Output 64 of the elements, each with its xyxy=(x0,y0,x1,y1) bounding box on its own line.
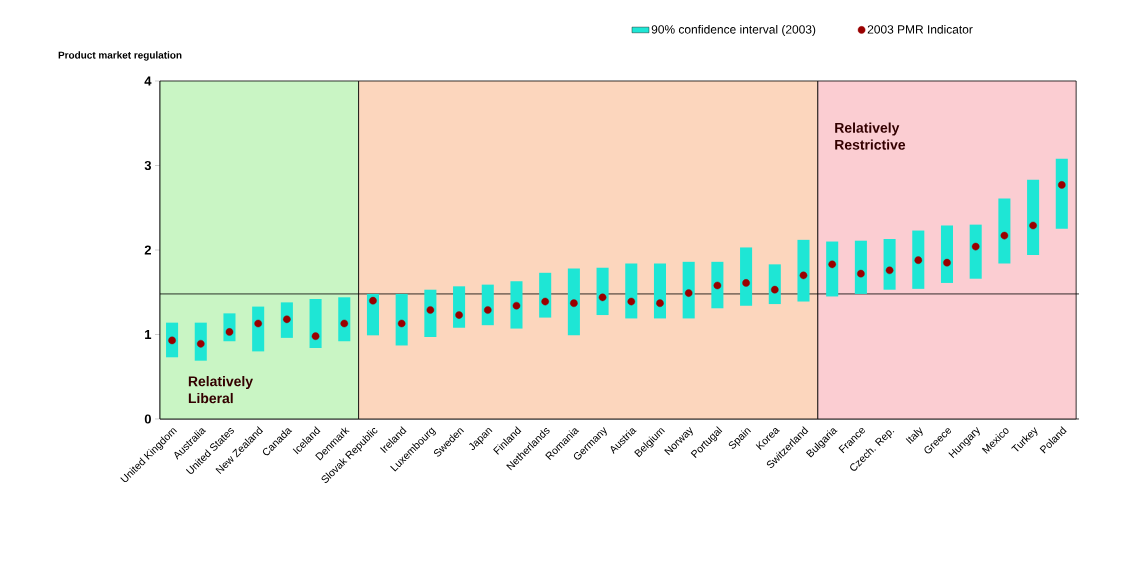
point xyxy=(225,328,234,336)
point xyxy=(742,279,750,287)
point xyxy=(426,306,435,314)
point xyxy=(713,281,722,290)
y-tick-label: 1 xyxy=(145,330,152,339)
y-tick-label: 3 xyxy=(144,160,152,171)
bar xyxy=(395,293,408,346)
point xyxy=(196,339,205,348)
band-label: Relatively Liberal xyxy=(188,376,253,404)
band-label: Relatively Restrictive xyxy=(835,122,906,150)
point xyxy=(168,336,176,345)
point xyxy=(914,256,923,264)
bar xyxy=(740,247,753,306)
point xyxy=(943,258,951,267)
point xyxy=(340,319,349,328)
bar xyxy=(309,299,322,348)
bar xyxy=(510,281,523,329)
bar xyxy=(424,289,437,338)
y-tick-label: 4 xyxy=(144,76,152,86)
bar xyxy=(625,263,638,319)
point xyxy=(885,266,894,275)
bar xyxy=(653,263,667,319)
point xyxy=(684,289,693,297)
point xyxy=(1057,181,1066,189)
point xyxy=(828,260,836,269)
bar xyxy=(940,225,954,283)
bar xyxy=(797,239,810,302)
point xyxy=(627,297,636,306)
y-tick-label: 0 xyxy=(144,414,151,424)
bar xyxy=(912,230,925,289)
point xyxy=(1000,231,1009,240)
bar xyxy=(1055,158,1068,229)
x-tick-label: Italy xyxy=(905,427,923,444)
legend-label: 90% confidence interval (2003) xyxy=(651,24,816,36)
point xyxy=(311,332,320,340)
bar xyxy=(969,224,982,279)
bar xyxy=(711,261,724,309)
point xyxy=(512,301,521,310)
legend-label: 2003 PMR Indicator xyxy=(867,24,973,34)
y-axis-title: Product market regulation xyxy=(58,51,182,61)
y-tick-label: 2 xyxy=(144,245,151,255)
bar xyxy=(1027,179,1040,256)
bar xyxy=(826,241,839,297)
bar xyxy=(883,239,896,290)
point xyxy=(397,319,406,328)
point xyxy=(283,315,291,324)
point xyxy=(455,311,463,319)
point xyxy=(971,242,980,251)
point xyxy=(598,293,607,302)
bar xyxy=(682,261,695,319)
point xyxy=(541,297,549,306)
bar xyxy=(596,267,609,316)
point xyxy=(254,319,262,328)
point xyxy=(770,285,779,294)
point xyxy=(656,299,664,308)
bar xyxy=(998,198,1011,264)
bar xyxy=(854,240,867,294)
bar xyxy=(567,268,580,336)
point xyxy=(857,269,865,278)
point xyxy=(570,299,578,308)
point xyxy=(1029,221,1037,230)
point xyxy=(483,306,492,314)
point xyxy=(799,271,808,280)
point xyxy=(369,296,377,305)
